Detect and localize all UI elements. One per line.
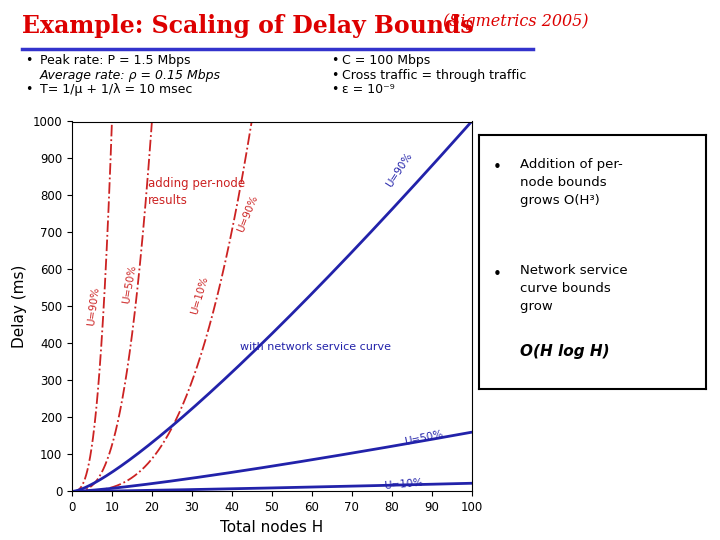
Text: ε = 10⁻⁹: ε = 10⁻⁹ bbox=[342, 83, 395, 96]
Text: Example: Scaling of Delay Bounds: Example: Scaling of Delay Bounds bbox=[22, 14, 473, 37]
Text: C = 100 Mbps: C = 100 Mbps bbox=[342, 54, 431, 67]
Text: Cross traffic = through traffic: Cross traffic = through traffic bbox=[342, 69, 526, 82]
Text: Network service
curve bounds
grow: Network service curve bounds grow bbox=[520, 265, 627, 313]
Text: Peak rate: P = 1.5 Mbps: Peak rate: P = 1.5 Mbps bbox=[40, 54, 190, 67]
X-axis label: Total nodes H: Total nodes H bbox=[220, 519, 323, 535]
Text: •: • bbox=[25, 54, 32, 67]
Text: •: • bbox=[492, 160, 501, 176]
Text: Addition of per-
node bounds
grows O(H³): Addition of per- node bounds grows O(H³) bbox=[520, 158, 622, 207]
Text: U=90%: U=90% bbox=[86, 286, 102, 327]
Text: O(H log H): O(H log H) bbox=[520, 345, 609, 360]
Text: U=10%: U=10% bbox=[189, 275, 210, 315]
Text: U=50%: U=50% bbox=[403, 429, 444, 447]
Text: U=90%: U=90% bbox=[236, 194, 260, 234]
Text: •: • bbox=[331, 54, 338, 67]
Text: •: • bbox=[25, 83, 32, 96]
Text: with network service curve: with network service curve bbox=[240, 342, 391, 352]
Y-axis label: Delay (ms): Delay (ms) bbox=[12, 265, 27, 348]
Text: •: • bbox=[492, 267, 501, 282]
Text: Average rate: ρ = 0.15 Mbps: Average rate: ρ = 0.15 Mbps bbox=[40, 69, 220, 82]
Text: U=10%: U=10% bbox=[384, 478, 423, 491]
Text: adding per-node
results: adding per-node results bbox=[148, 177, 245, 207]
Text: (Sigmetrics 2005): (Sigmetrics 2005) bbox=[443, 14, 588, 30]
Text: U=90%: U=90% bbox=[384, 151, 415, 189]
Text: U=50%: U=50% bbox=[122, 264, 138, 305]
Text: •: • bbox=[331, 69, 338, 82]
Text: •: • bbox=[331, 83, 338, 96]
Text: T= 1/μ + 1/λ = 10 msec: T= 1/μ + 1/λ = 10 msec bbox=[40, 83, 192, 96]
